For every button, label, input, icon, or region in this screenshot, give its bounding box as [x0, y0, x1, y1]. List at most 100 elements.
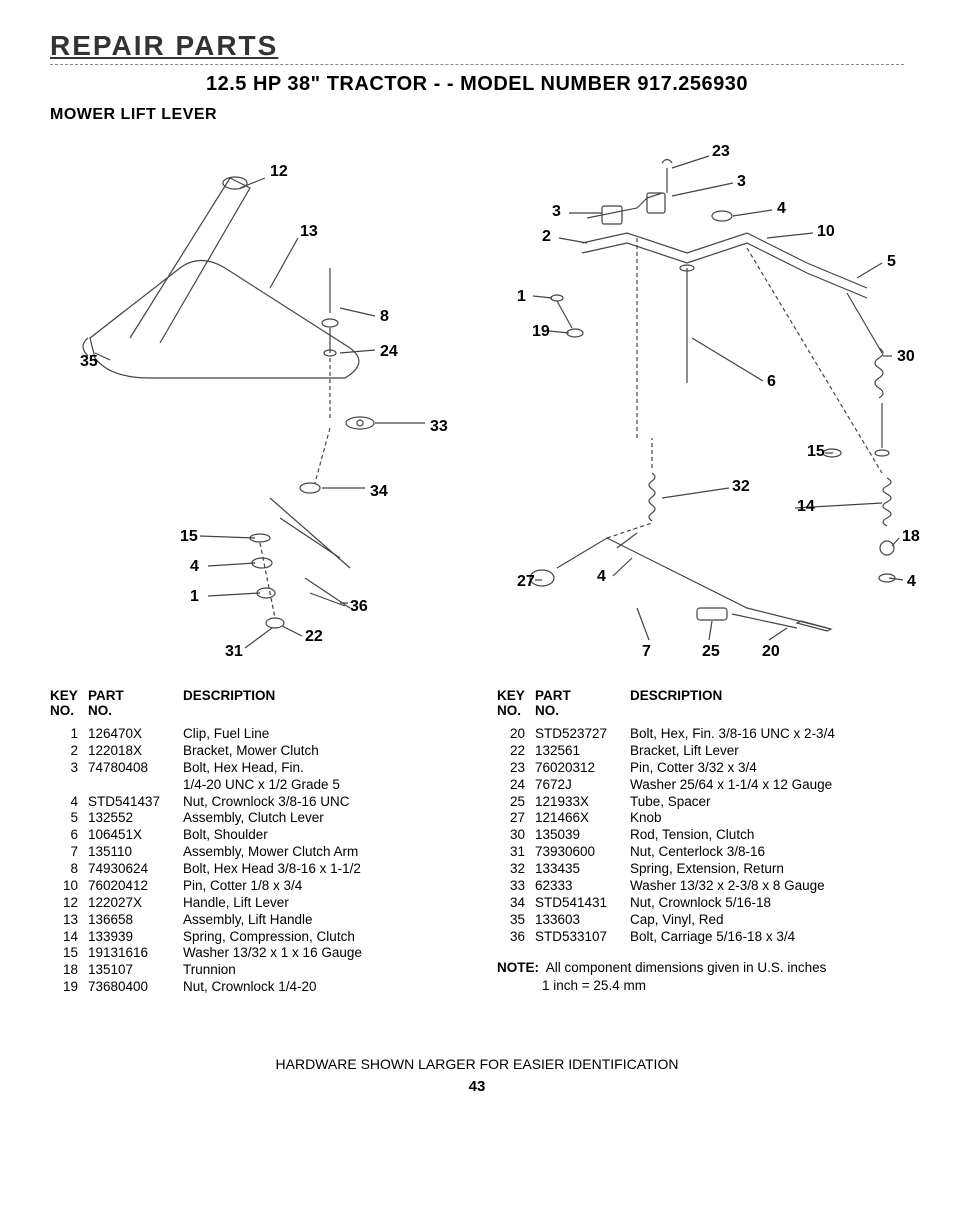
diagram-callout: 12	[270, 163, 288, 181]
parts-table-left: KEYNO. PARTNO. DESCRIPTION 1126470XClip,…	[50, 688, 457, 996]
cell-part: 73680400	[88, 979, 183, 996]
cell-desc: Trunnion	[183, 962, 457, 979]
cell-part: 132552	[88, 810, 183, 827]
cell-part	[88, 777, 183, 794]
diagram-callout: 36	[350, 598, 368, 616]
cell-part: 7672J	[535, 777, 630, 794]
note-line1: All component dimensions given in U.S. i…	[546, 960, 827, 975]
cell-key: 23	[497, 760, 535, 777]
cell-key: 2	[50, 743, 88, 760]
diagram-callout: 33	[430, 418, 448, 436]
model-title: 12.5 HP 38" TRACTOR - - MODEL NUMBER 917…	[50, 73, 904, 96]
cell-desc: Nut, Crownlock 1/4-20	[183, 979, 457, 996]
cell-part: 122018X	[88, 743, 183, 760]
cell-key: 14	[50, 929, 88, 946]
cell-key: 35	[497, 912, 535, 929]
table-row: 18135107Trunnion	[50, 962, 457, 979]
cell-desc: Bolt, Hex Head 3/8-16 x 1-1/2	[183, 861, 457, 878]
section-title: MOWER LIFT LEVER	[50, 106, 904, 124]
cell-part: 133939	[88, 929, 183, 946]
cell-key: 32	[497, 861, 535, 878]
diagram-callout: 15	[807, 443, 825, 461]
cell-part: 133603	[535, 912, 630, 929]
table-row: 30135039Rod, Tension, Clutch	[497, 827, 904, 844]
table-row: 4STD541437Nut, Crownlock 3/8-16 UNC	[50, 794, 457, 811]
cell-key: 3	[50, 760, 88, 777]
table-row: 1126470XClip, Fuel Line	[50, 726, 457, 743]
cell-key: 8	[50, 861, 88, 878]
table-row: 34STD541431Nut, Crownlock 5/16-18	[497, 895, 904, 912]
cell-desc: Nut, Crownlock 5/16-18	[630, 895, 904, 912]
diagram-callout: 4	[190, 558, 199, 576]
cell-key: 6	[50, 827, 88, 844]
cell-desc: Cap, Vinyl, Red	[630, 912, 904, 929]
cell-part: STD541431	[535, 895, 630, 912]
col-desc: DESCRIPTION	[630, 688, 904, 718]
cell-part: 121933X	[535, 794, 630, 811]
cell-key: 19	[50, 979, 88, 996]
cell-key: 25	[497, 794, 535, 811]
table-row: 1519131616Washer 13/32 x 1 x 16 Gauge	[50, 945, 457, 962]
table-row: 12122027XHandle, Lift Lever	[50, 895, 457, 912]
cell-key: 13	[50, 912, 88, 929]
cell-part: 76020312	[535, 760, 630, 777]
col-key: KEYNO.	[497, 688, 535, 718]
table-row: 374780408Bolt, Hex Head, Fin.	[50, 760, 457, 777]
cell-key: 20	[497, 726, 535, 743]
cell-key: 18	[50, 962, 88, 979]
cell-desc: Washer 13/32 x 2-3/8 x 8 Gauge	[630, 878, 904, 895]
diagram-callout: 22	[305, 628, 323, 646]
cell-key: 12	[50, 895, 88, 912]
table-body-right: 20STD523727Bolt, Hex, Fin. 3/8-16 UNC x …	[497, 726, 904, 945]
diagram-left-svg	[50, 138, 480, 658]
diagram-callout: 19	[532, 323, 550, 341]
diagram-callout: 31	[225, 643, 243, 661]
cell-desc: Knob	[630, 810, 904, 827]
cell-key: 5	[50, 810, 88, 827]
cell-key: 22	[497, 743, 535, 760]
col-key: KEYNO.	[50, 688, 88, 718]
cell-desc: Handle, Lift Lever	[183, 895, 457, 912]
note-line2: 1 inch = 25.4 mm	[542, 978, 646, 993]
cell-desc: Bracket, Mower Clutch	[183, 743, 457, 760]
cell-key: 34	[497, 895, 535, 912]
diagram-callout: 25	[702, 643, 720, 661]
cell-part: 136658	[88, 912, 183, 929]
cell-part: 73930600	[535, 844, 630, 861]
diagram-callout: 35	[80, 353, 98, 371]
cell-key: 7	[50, 844, 88, 861]
table-row: 6106451XBolt, Shoulder	[50, 827, 457, 844]
col-part: PARTNO.	[88, 688, 183, 718]
cell-part: 76020412	[88, 878, 183, 895]
cell-part: 135107	[88, 962, 183, 979]
diagram-callout: 10	[817, 223, 835, 241]
cell-desc: Nut, Centerlock 3/8-16	[630, 844, 904, 861]
diagram-callout: 24	[380, 343, 398, 361]
diagram-right: 23334210511930615321418274472520	[487, 138, 904, 658]
cell-key: 31	[497, 844, 535, 861]
table-row: 2376020312Pin, Cotter 3/32 x 3/4	[497, 760, 904, 777]
cell-part: 106451X	[88, 827, 183, 844]
diagram-callout: 5	[887, 253, 896, 271]
table-row: 7135110Assembly, Mower Clutch Arm	[50, 844, 457, 861]
tables-row: KEYNO. PARTNO. DESCRIPTION 1126470XClip,…	[50, 688, 904, 996]
diagram-callout: 18	[902, 528, 920, 546]
cell-key: 10	[50, 878, 88, 895]
table-row: 247672JWasher 25/64 x 1-1/4 x 12 Gauge	[497, 777, 904, 794]
table-row: 36STD533107Bolt, Carriage 5/16-18 x 3/4	[497, 929, 904, 946]
table-row: 14133939Spring, Compression, Clutch	[50, 929, 457, 946]
diagram-callout: 7	[642, 643, 651, 661]
cell-key: 33	[497, 878, 535, 895]
table-row: 27121466XKnob	[497, 810, 904, 827]
cell-desc: Spring, Compression, Clutch	[183, 929, 457, 946]
cell-desc: 1/4-20 UNC x 1/2 Grade 5	[183, 777, 457, 794]
diagram-callout: 3	[552, 203, 561, 221]
cell-key: 1	[50, 726, 88, 743]
cell-desc: Pin, Cotter 1/8 x 3/4	[183, 878, 457, 895]
table-row: 3362333Washer 13/32 x 2-3/8 x 8 Gauge	[497, 878, 904, 895]
footer-line: HARDWARE SHOWN LARGER FOR EASIER IDENTIF…	[50, 1056, 904, 1072]
cell-part: STD533107	[535, 929, 630, 946]
cell-desc: Assembly, Mower Clutch Arm	[183, 844, 457, 861]
cell-part: 74780408	[88, 760, 183, 777]
cell-key: 15	[50, 945, 88, 962]
